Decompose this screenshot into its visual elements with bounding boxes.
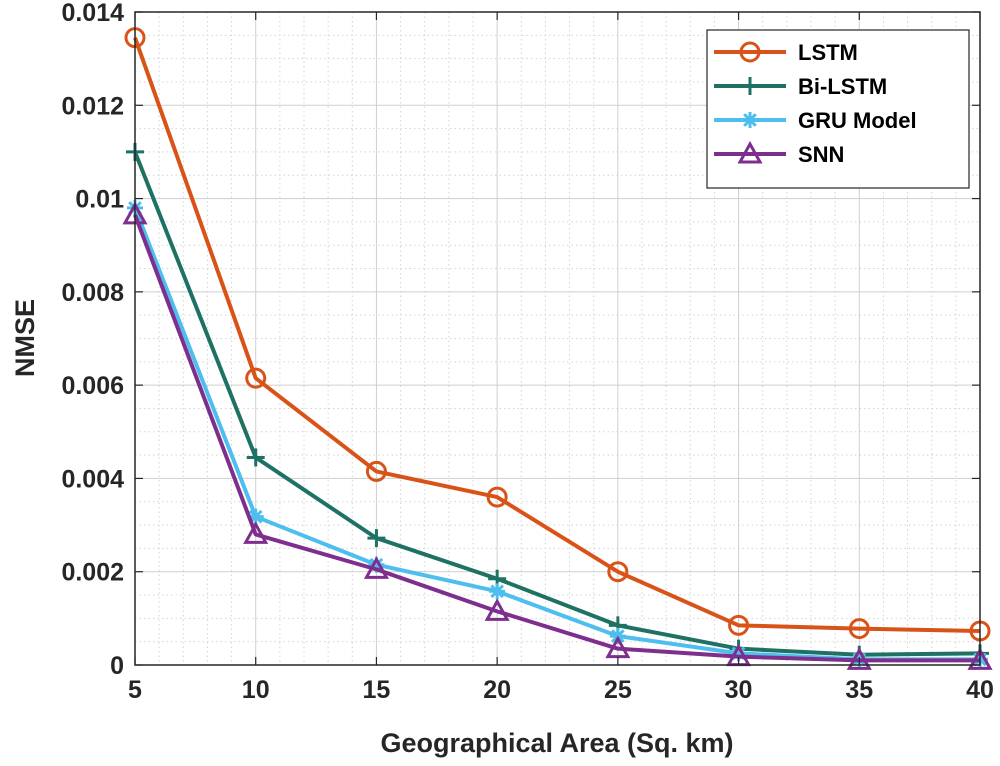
legend-marker-gru-model — [742, 112, 758, 128]
x-tick-label: 40 — [966, 676, 994, 704]
y-axis-title: NMSE — [10, 299, 40, 377]
legend-marker-bi-lstm — [741, 77, 759, 95]
x-axis-title: Geographical Area (Sq. km) — [380, 728, 733, 758]
axis-tick-labels: 5 10 15 20 25 30 35 40 0 0.002 0.004 0.006 0.008 0.01… — [61, 0, 993, 704]
x-tick-label: 30 — [725, 676, 753, 704]
y-tick-label: 0 — [110, 652, 124, 680]
y-tick-label: 0.014 — [61, 0, 124, 27]
legend-item-gru-model: GRU Model — [714, 108, 917, 133]
y-tick-label: 0.004 — [61, 465, 124, 493]
data-point-bi-lstm — [246, 448, 265, 467]
data-point-snn — [484, 598, 510, 621]
series-snn — [122, 201, 993, 670]
data-point-bi-lstm — [367, 529, 386, 548]
data-point-snn — [846, 647, 872, 670]
legend-label-snn: SNN — [798, 142, 844, 167]
data-point-snn — [243, 521, 269, 544]
series-line-lstm — [133, 36, 981, 633]
data-point-lstm — [486, 486, 508, 508]
data-point-snn — [967, 647, 993, 670]
x-tick-label: 5 — [128, 676, 142, 704]
series-line-snn — [133, 214, 980, 663]
legend-item-lstm: LSTM — [714, 40, 858, 65]
legend-item-bi-lstm: Bi-LSTM — [714, 74, 887, 99]
x-tick-label: 25 — [604, 676, 632, 704]
x-tick-label: 15 — [363, 676, 391, 704]
legend: LSTM Bi-LSTM GRU Model SNN — [706, 29, 970, 189]
y-tick-label: 0.002 — [61, 559, 124, 587]
legend-marker-lstm — [739, 41, 761, 63]
y-tick-label: 0.008 — [61, 279, 124, 307]
y-tick-label: 0.006 — [61, 372, 124, 400]
series-line-bi-lstm — [133, 151, 981, 657]
data-point-gru-model — [489, 583, 506, 600]
y-tick-label: 0.012 — [61, 92, 124, 120]
axis-ticks — [134, 11, 981, 666]
series-layer — [122, 27, 993, 670]
x-tick-label: 35 — [845, 676, 873, 704]
legend-label-lstm: LSTM — [798, 40, 858, 65]
legend-label-gru-model: GRU Model — [798, 108, 917, 133]
plot-frame — [134, 11, 981, 666]
data-point-lstm — [728, 614, 750, 636]
data-point-lstm — [245, 367, 267, 389]
y-tick-label: 0.01 — [75, 186, 124, 214]
data-point-lstm — [365, 460, 387, 482]
x-tick-label: 10 — [242, 676, 270, 704]
data-point-lstm — [607, 561, 629, 583]
data-point-snn — [363, 556, 389, 579]
x-tick-label: 20 — [483, 676, 511, 704]
data-point-lstm — [848, 618, 870, 640]
data-point-snn — [605, 635, 631, 659]
legend-label-bi-lstm: Bi-LSTM — [798, 74, 887, 99]
legend-item-snn: SNN — [714, 140, 844, 167]
legend-marker-snn — [737, 140, 763, 164]
